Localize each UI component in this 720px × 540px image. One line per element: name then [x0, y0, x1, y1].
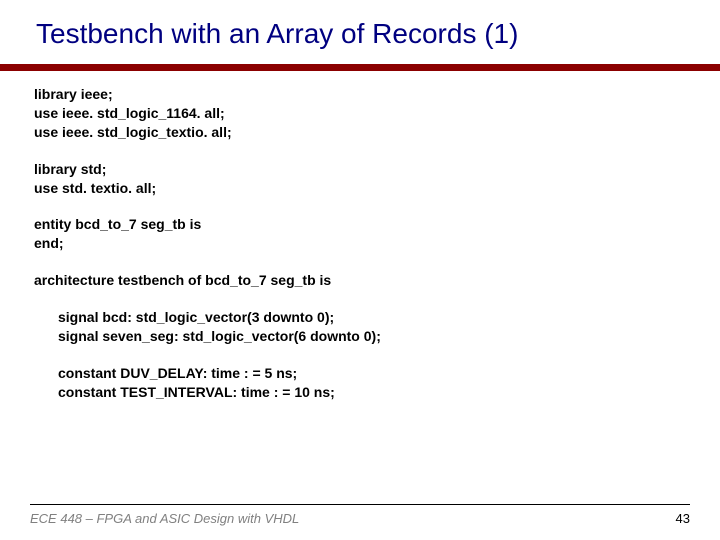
- code-line: architecture testbench of bcd_to_7 seg_t…: [34, 271, 690, 290]
- code-line: constant TEST_INTERVAL: time : = 10 ns;: [58, 383, 690, 402]
- footer: ECE 448 – FPGA and ASIC Design with VHDL…: [30, 504, 690, 526]
- code-line: entity bcd_to_7 seg_tb is: [34, 215, 690, 234]
- code-para-3: entity bcd_to_7 seg_tb is end;: [34, 215, 690, 253]
- code-line: constant DUV_DELAY: time : = 5 ns;: [58, 364, 690, 383]
- code-para-2: library std; use std. textio. all;: [34, 160, 690, 198]
- slide-title: Testbench with an Array of Records (1): [36, 18, 690, 50]
- slide: Testbench with an Array of Records (1) l…: [0, 0, 720, 540]
- code-line: use ieee. std_logic_textio. all;: [34, 123, 690, 142]
- code-line: end;: [34, 234, 690, 253]
- footer-text: ECE 448 – FPGA and ASIC Design with VHDL: [30, 511, 299, 526]
- code-line: use ieee. std_logic_1164. all;: [34, 104, 690, 123]
- code-line: use std. textio. all;: [34, 179, 690, 198]
- code-para-1: library ieee; use ieee. std_logic_1164. …: [34, 85, 690, 142]
- code-line: signal bcd: std_logic_vector(3 downto 0)…: [58, 308, 690, 327]
- footer-divider: [30, 504, 690, 505]
- footer-row: ECE 448 – FPGA and ASIC Design with VHDL…: [30, 511, 690, 526]
- code-line: signal seven_seg: std_logic_vector(6 dow…: [58, 327, 690, 346]
- title-divider: [0, 64, 720, 71]
- code-line: library ieee;: [34, 85, 690, 104]
- code-para-5: signal bcd: std_logic_vector(3 downto 0)…: [34, 308, 690, 346]
- code-line: library std;: [34, 160, 690, 179]
- code-para-6: constant DUV_DELAY: time : = 5 ns; const…: [34, 364, 690, 402]
- page-number: 43: [676, 511, 690, 526]
- code-block: library ieee; use ieee. std_logic_1164. …: [34, 85, 690, 402]
- code-para-4: architecture testbench of bcd_to_7 seg_t…: [34, 271, 690, 290]
